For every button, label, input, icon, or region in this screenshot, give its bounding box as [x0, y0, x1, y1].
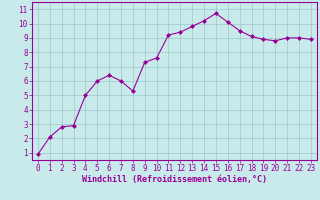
- X-axis label: Windchill (Refroidissement éolien,°C): Windchill (Refroidissement éolien,°C): [82, 175, 267, 184]
